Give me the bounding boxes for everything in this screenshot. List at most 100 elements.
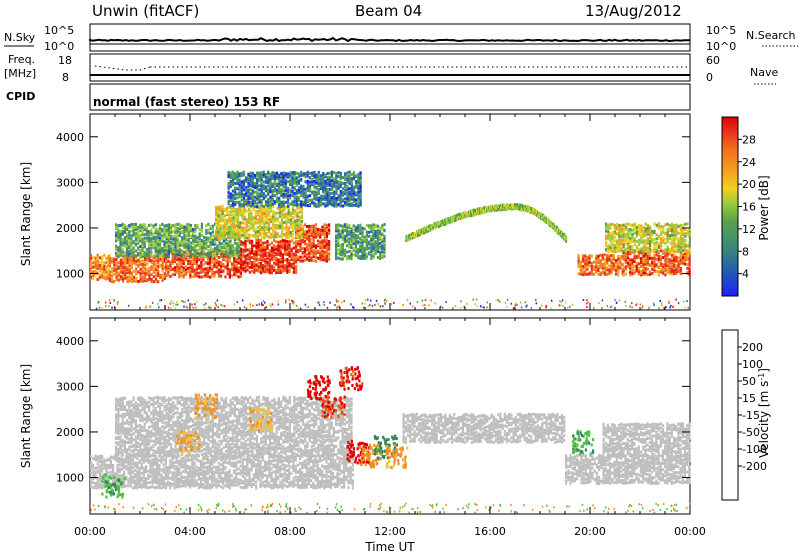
data-cell [301,240,304,244]
data-cell [352,235,355,239]
data-cell [222,252,225,256]
data-cell [215,229,218,233]
data-cell [617,265,620,269]
data-cell [627,240,630,243]
data-cell [666,230,669,234]
data-cell [277,263,280,267]
data-cell [236,254,239,258]
data-cell [94,256,97,260]
data-cell [121,229,124,233]
data-cell [649,235,652,239]
data-cell [624,239,627,243]
data-cell [662,238,665,242]
data-cell [330,200,334,204]
data-cell [359,189,362,193]
data-cell [215,218,218,221]
data-cell [310,224,313,228]
data-cell [269,303,271,306]
data-cell [682,250,685,254]
data-cell [264,245,267,249]
data-cell [92,277,95,281]
data-cell [581,266,585,270]
data-cell [128,270,131,274]
data-cell [139,227,142,230]
data-cell [519,301,522,304]
data-cell [621,263,624,267]
data-cell [612,253,615,257]
data-cell [640,224,643,228]
data-cell [354,225,357,229]
data-cell [233,247,236,250]
data-cell [205,252,208,256]
data-cell [256,177,259,181]
data-cell [644,229,647,233]
data-cell [328,175,331,179]
data-cell [640,247,643,251]
data-cell [306,179,309,183]
data-cell [390,303,393,306]
data-cell [230,223,233,227]
data-cell [270,256,273,260]
data-cell [308,255,311,259]
data-cell [601,262,604,266]
data-cell [243,233,246,237]
data-cell [323,258,326,262]
data-cell [567,306,569,309]
data-cell [323,239,326,243]
data-cell [171,267,174,271]
data-cell [359,248,362,251]
data-cell [189,229,192,233]
data-cell [609,234,612,238]
data-cell [289,224,292,228]
data-cell [333,171,336,175]
data-cell [603,273,607,277]
data-cell [236,179,239,183]
data-cell [278,198,281,202]
data-cell [368,230,371,234]
data-cell [181,226,184,230]
data-cell [182,273,185,277]
data-cell [145,236,148,240]
data-cell [666,267,669,271]
data-cell [215,208,218,212]
data-cell [346,244,349,248]
data-cell [642,245,645,249]
data-cell [306,170,309,174]
data-cell [191,258,194,262]
data-cell [231,202,235,206]
data-cell [368,226,371,230]
data-cell [264,194,268,198]
data-cell [281,215,284,219]
data-cell [226,252,229,256]
data-cell [633,227,636,231]
data-cell [273,257,276,261]
data-cell [242,266,245,270]
data-cell [304,196,307,200]
data-cell [664,263,667,266]
data-cell [238,204,241,208]
data-cell [637,262,641,266]
data-cell [255,241,258,245]
data-cell [217,205,220,209]
data-cell [291,186,294,190]
data-cell [325,249,328,253]
data-cell [265,207,268,211]
data-cell [238,200,241,204]
data-cell [383,254,386,258]
data-cell [619,254,622,258]
data-cell [346,197,349,201]
data-cell [165,253,168,256]
data-cell [238,185,241,188]
data-cell [688,248,691,252]
data-cell [364,302,366,305]
data-cell [335,204,338,208]
data-cell [581,260,585,264]
data-cell [679,271,682,275]
data-cell [183,228,186,232]
data-cell [117,227,120,231]
data-cell [245,186,248,189]
data-cell [209,244,212,248]
data-cell [357,184,360,188]
data-cell [346,236,349,240]
data-cell [134,222,137,226]
